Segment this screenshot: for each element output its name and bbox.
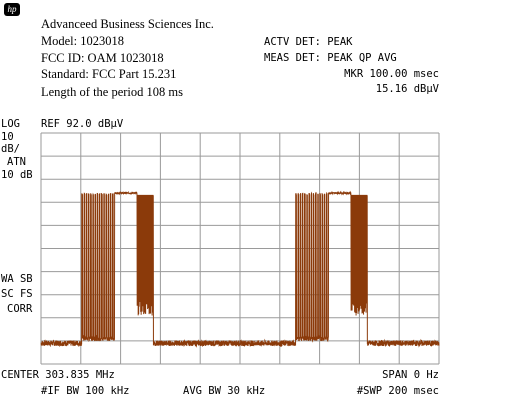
period-label: Length of the period 108 ms: [41, 85, 183, 99]
sc-fs-label: SC FS: [1, 288, 33, 300]
fcc-id-label: FCC ID: OAM 1023018: [41, 51, 164, 65]
span-value: SPAN 0 Hz: [382, 369, 439, 381]
scale-division-value: 10: [1, 131, 14, 143]
center-frequency: CENTER 303.835 MHz: [1, 369, 115, 381]
log-scale-label: LOG: [1, 118, 20, 130]
standard-label: Standard: FCC Part 15.231: [41, 67, 177, 81]
marker-level: 15.16 dBµV: [375, 83, 439, 95]
attenuation-label: ATN: [7, 156, 26, 168]
company-name: Advanceed Business Sciences Inc.: [41, 17, 214, 31]
measure-detector: MEAS DET: PEAK QP AVG: [264, 52, 397, 64]
average-bandwidth: AVG BW 30 kHz: [183, 385, 266, 397]
corr-label: CORR: [7, 303, 33, 315]
marker-time: MKR 100.00 msec: [344, 68, 439, 80]
spectrum-trace: [40, 190, 440, 348]
if-bandwidth: #IF BW 100 kHz: [41, 385, 130, 397]
wa-sb-label: WA SB: [1, 273, 33, 285]
active-detector: ACTV DET: PEAK: [264, 36, 353, 48]
attenuation-value: 10 dB: [1, 169, 33, 181]
scale-division-unit: dB/: [1, 143, 20, 155]
hp-logo-icon: hp: [4, 3, 20, 16]
sweep-time: #SWP 200 msec: [356, 385, 439, 397]
model-label: Model: 1023018: [41, 34, 124, 48]
plot-grid: [40, 132, 440, 365]
reference-level: REF 92.0 dBµV: [41, 118, 124, 130]
